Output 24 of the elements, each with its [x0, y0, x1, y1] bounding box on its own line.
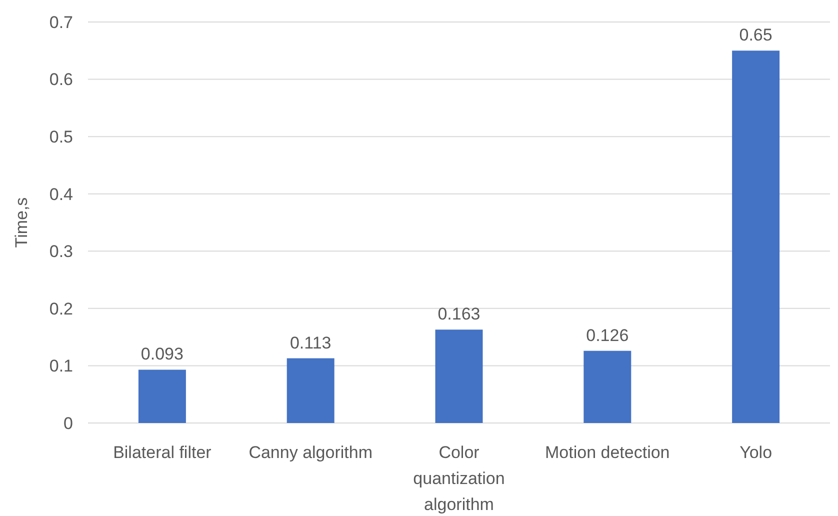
data-label: 0.163	[438, 304, 480, 324]
y-tick-label: 0.6	[49, 70, 73, 90]
y-tick-label: 0.3	[49, 242, 73, 262]
x-tick-label: Canny algorithm	[248, 443, 372, 462]
x-tick-label: Color quantization algorithm	[413, 443, 505, 514]
x-tick-label: Motion detection	[545, 443, 670, 462]
y-tick-label: 0.7	[49, 12, 73, 32]
x-tick-label: Yolo	[740, 443, 772, 462]
bar	[584, 350, 632, 423]
x-tick-label: Bilateral filter	[113, 443, 212, 462]
y-tick-label: 0.1	[49, 356, 73, 376]
y-tick-label: 0.2	[49, 299, 73, 318]
y-tick-label: 0.4	[49, 184, 73, 204]
data-label: 0.126	[586, 326, 629, 345]
y-tick-label: 0.5	[49, 128, 73, 147]
bar	[732, 50, 780, 423]
y-axis-title: Time,s	[12, 197, 31, 248]
bar	[138, 370, 186, 423]
data-label: 0.113	[290, 333, 332, 352]
y-tick-label: 0	[64, 414, 73, 433]
bar	[435, 330, 483, 423]
data-label: 0.093	[140, 344, 184, 364]
data-label: 0.65	[739, 26, 772, 45]
bar	[286, 358, 334, 423]
